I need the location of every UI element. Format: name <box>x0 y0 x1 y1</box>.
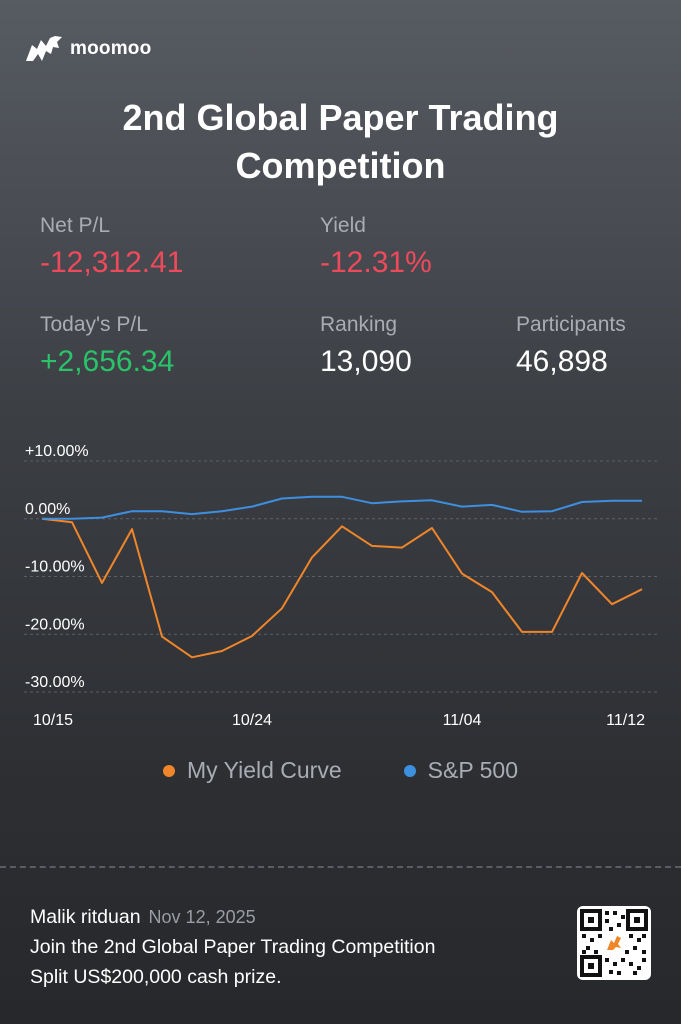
dashed-divider <box>0 866 681 868</box>
footer-date: Nov 12, 2025 <box>148 907 256 927</box>
series-line-my-yield <box>41 517 643 659</box>
x-tick-label: 11/04 <box>443 712 482 729</box>
footer-line-1: Join the 2nd Global Paper Trading Compet… <box>30 936 436 958</box>
today-pl-value: +2,656.34 <box>40 345 175 378</box>
x-tick-label: 10/24 <box>232 712 272 729</box>
footer-user: Malik ritduan <box>30 906 141 928</box>
series-line-sp500 <box>42 495 642 520</box>
stat-net-pl: Net P/L -12,312.41 <box>40 214 183 280</box>
qr-code-icon <box>580 909 648 977</box>
participants-label: Participants <box>516 313 626 336</box>
legend-my-yield: My Yield Curve <box>162 757 342 784</box>
stat-ranking: Ranking 13,090 <box>320 313 412 379</box>
chart-legend: My Yield Curve S&P 500 <box>0 757 681 784</box>
y-tick-label: 0.00% <box>25 501 70 518</box>
yield-label: Yield <box>320 214 366 237</box>
footer-info: Malik ritduan Nov 12, 2025 Join the 2nd G… <box>30 902 435 992</box>
ranking-value: 13,090 <box>320 345 412 378</box>
page-title: 2nd Global Paper Trading Competition <box>122 97 559 186</box>
yield-value: -12.31% <box>320 246 432 279</box>
ranking-label: Ranking <box>320 313 398 336</box>
brand-logo: moomoo <box>24 34 151 64</box>
legend-dot-blue <box>403 764 416 777</box>
net-pl-value: -12,312.41 <box>40 246 184 279</box>
y-tick-label: -30.00% <box>25 674 85 691</box>
stat-today-pl: Today's P/L +2,656.34 <box>40 313 174 379</box>
participants-value: 46,898 <box>516 345 608 378</box>
y-tick-label: +10.00% <box>25 443 89 460</box>
today-pl-label: Today's P/L <box>40 313 148 336</box>
stat-participants: Participants 46,898 <box>516 313 626 379</box>
brand-name: moomoo <box>70 38 152 59</box>
y-tick-label: -10.00% <box>25 559 85 576</box>
net-pl-label: Net P/L <box>40 214 111 237</box>
footer-line-2: Split US$200,000 cash prize. <box>30 966 282 988</box>
stat-yield: Yield -12.31% <box>320 214 432 280</box>
legend-label-sp500: S&P 500 <box>427 757 519 783</box>
x-tick-label: 11/12 <box>606 712 645 729</box>
x-tick-label: 10/15 <box>33 712 73 729</box>
legend-sp500: S&P 500 <box>403 757 519 784</box>
footer-user-line: Malik ritduan Nov 12, 2025 <box>30 902 435 932</box>
yield-chart: +10.00% 0.00% -10.00% -20.00% -30.00% 10/15 10… <box>24 443 658 729</box>
y-tick-label: -20.00% <box>25 616 85 633</box>
legend-dot-orange <box>162 764 175 777</box>
qr-code[interactable] <box>577 906 651 980</box>
legend-label-my-yield: My Yield Curve <box>186 757 342 783</box>
bull-logo-icon <box>26 36 62 61</box>
